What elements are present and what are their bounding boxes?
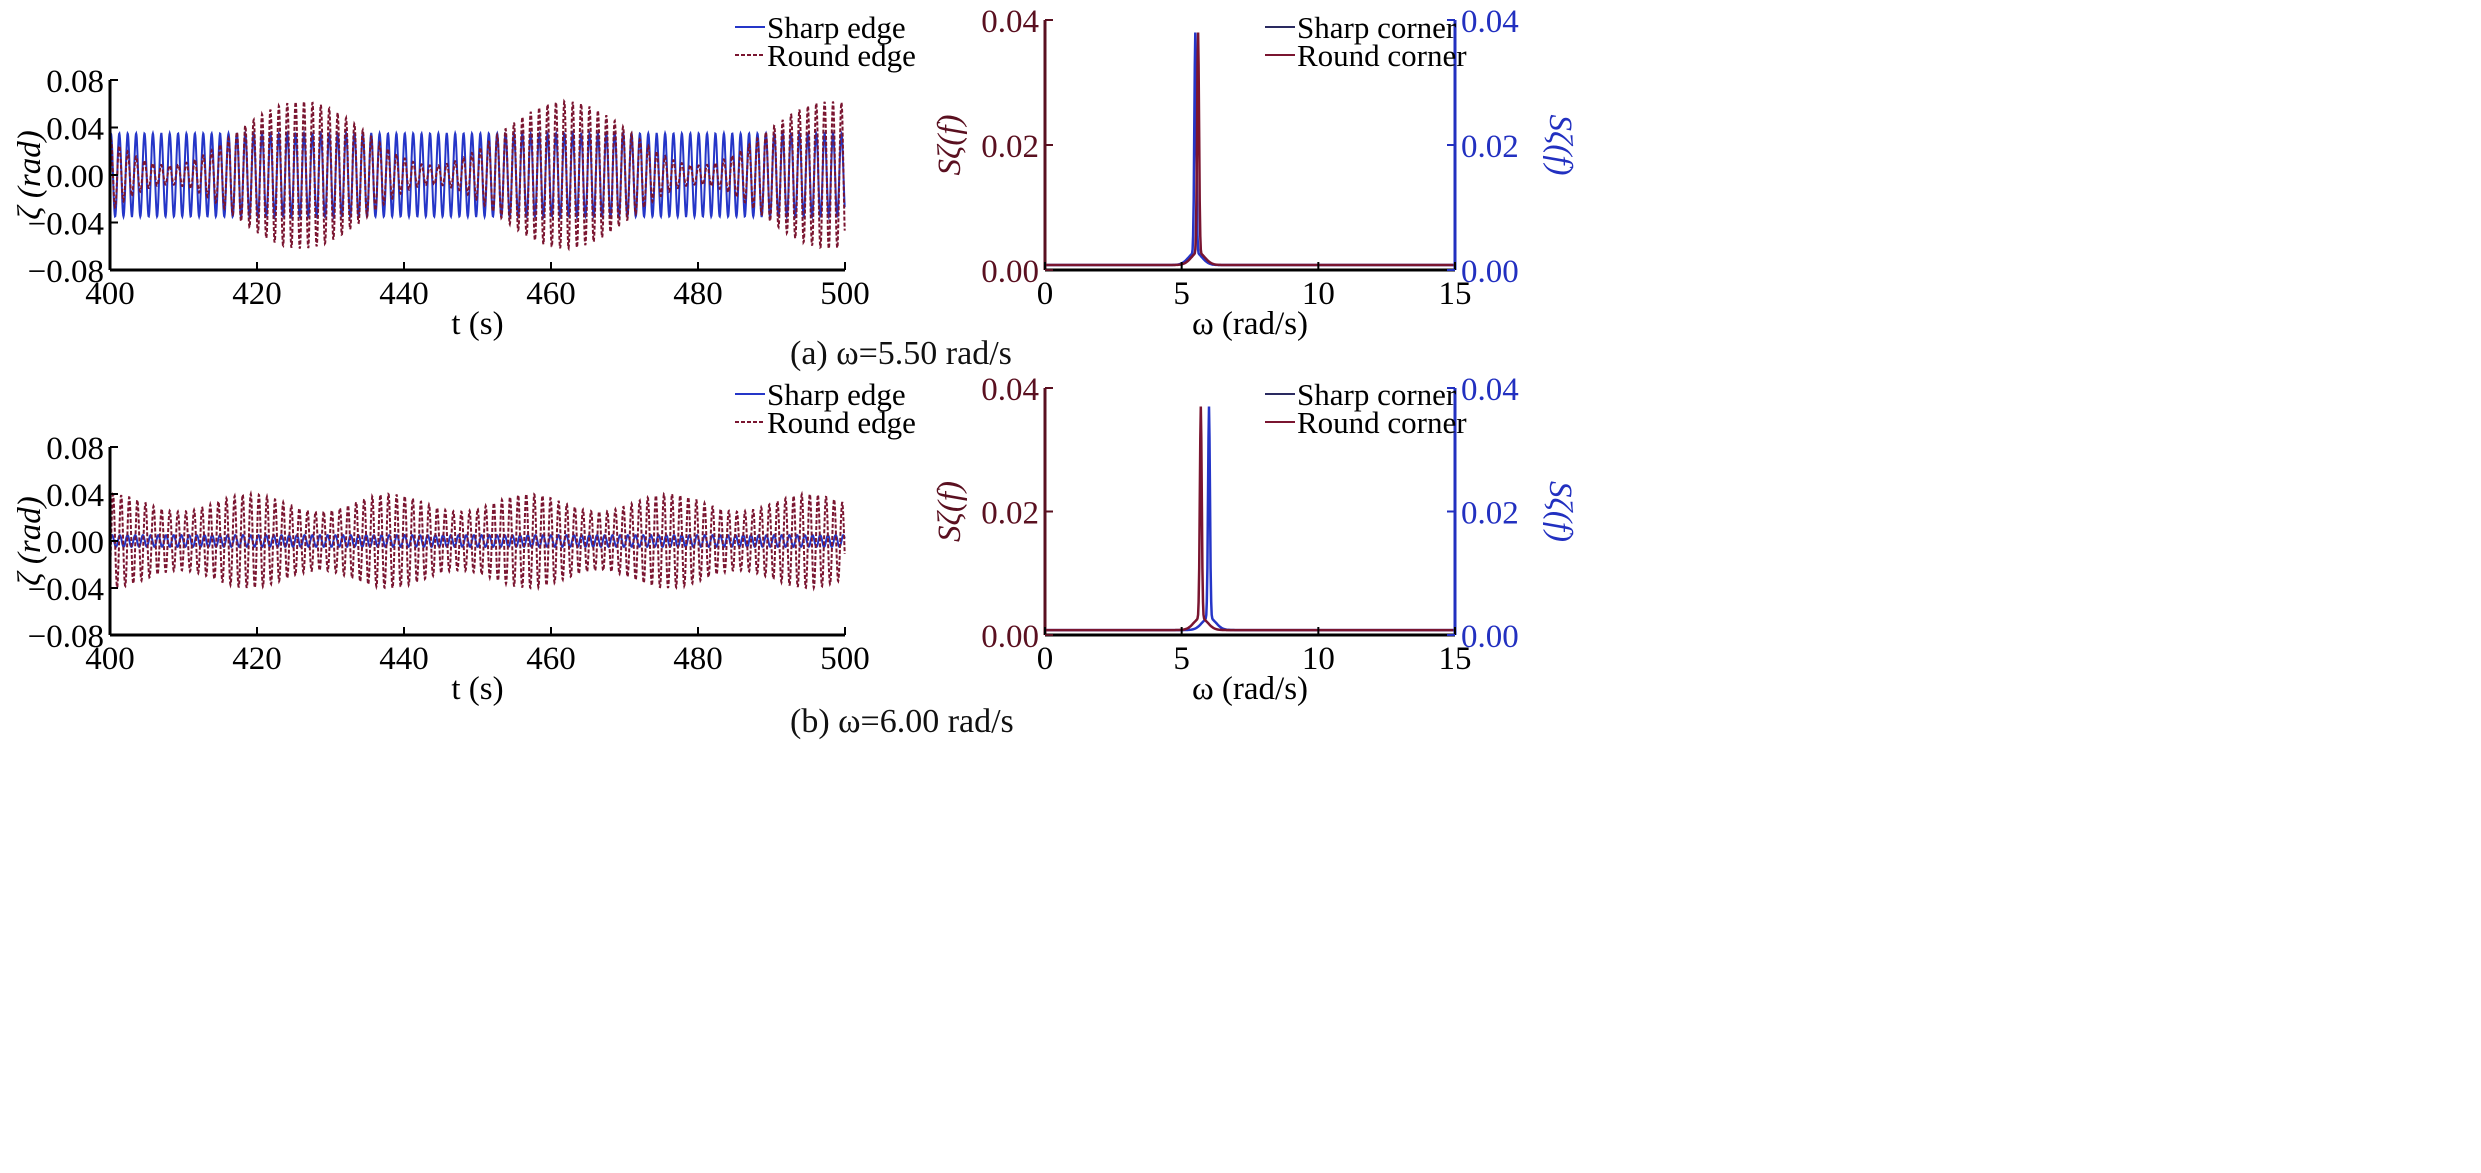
legend-label: Round corner <box>1297 38 1467 73</box>
legend-label: Round corner <box>1297 405 1467 440</box>
x-tick-label: 500 <box>820 641 870 677</box>
y-axis-label: Sζ(f) <box>932 114 968 175</box>
x-axis-label: ω (rad/s) <box>1192 306 1308 342</box>
x-tick-label: 460 <box>526 641 576 677</box>
series-line-round-edge <box>109 490 846 592</box>
y-axis-label: ζ (rad) <box>12 130 48 219</box>
y-tick-label: 0.00 <box>981 619 1039 655</box>
x-tick-label: 480 <box>673 276 723 312</box>
y-tick-label: −0.04 <box>28 207 104 243</box>
x-axis-label: t (s) <box>451 671 503 707</box>
y-tick-label: 0.00 <box>981 254 1039 290</box>
y-right-tick-label: 0.00 <box>1461 254 1519 290</box>
y-right-tick-label: 0.04 <box>1461 372 1519 408</box>
y-right-tick-label: 0.00 <box>1461 619 1519 655</box>
x-axis-label: t (s) <box>451 306 503 342</box>
x-tick-label: 420 <box>232 276 282 312</box>
x-axis-label: ω (rad/s) <box>1192 671 1308 707</box>
y-tick-label: 0.08 <box>46 431 104 467</box>
y-tick-label: −0.08 <box>28 619 104 655</box>
legend-label: Sharp corner <box>1297 10 1457 45</box>
y-right-tick-label: 0.02 <box>1461 496 1519 532</box>
y-axis-label: Sζ(f) <box>932 481 968 542</box>
y-axis-right-label: Sζ(f) <box>1542 114 1578 175</box>
x-tick-label: 480 <box>673 641 723 677</box>
legend-label: Round edge <box>767 38 916 73</box>
x-tick-label: 5 <box>1173 276 1190 312</box>
y-tick-label: 0.08 <box>46 64 104 100</box>
x-tick-label: 400 <box>85 276 135 312</box>
x-tick-label: 0 <box>1037 276 1054 312</box>
y-tick-label: −0.04 <box>28 572 104 608</box>
series-line-round-corner <box>1045 32 1455 267</box>
y-tick-label: 0.04 <box>46 112 104 148</box>
y-tick-label: 0.02 <box>981 496 1039 532</box>
y-axis-right-label: Sζ(f) <box>1542 481 1578 542</box>
x-tick-label: 0 <box>1037 641 1054 677</box>
y-tick-label: 0.04 <box>46 478 104 514</box>
x-tick-label: 15 <box>1439 276 1472 312</box>
y-tick-label: 0.02 <box>981 129 1039 165</box>
legend-label: Sharp edge <box>767 377 906 412</box>
y-tick-label: 0.04 <box>981 4 1039 40</box>
series-line-round-corner <box>1045 406 1455 632</box>
y-tick-label: 0.00 <box>46 525 104 561</box>
x-tick-label: 5 <box>1173 641 1190 677</box>
x-tick-label: 10 <box>1302 641 1335 677</box>
series-line-round-edge <box>109 98 846 252</box>
x-tick-label: 440 <box>379 276 429 312</box>
caption-a: (a) ω=5.50 rad/s <box>790 335 1012 372</box>
y-tick-label: 0.00 <box>46 159 104 195</box>
legend-label: Sharp edge <box>767 10 906 45</box>
series-line-sharp-corner <box>1045 406 1455 632</box>
x-tick-label: 440 <box>379 641 429 677</box>
caption-b: (b) ω=6.00 rad/s <box>790 703 1014 740</box>
x-tick-label: 15 <box>1439 641 1472 677</box>
x-tick-label: 420 <box>232 641 282 677</box>
x-tick-label: 10 <box>1302 276 1335 312</box>
x-tick-label: 460 <box>526 276 576 312</box>
y-right-tick-label: 0.04 <box>1461 4 1519 40</box>
legend-label: Round edge <box>767 405 916 440</box>
y-axis-label: ζ (rad) <box>12 496 48 585</box>
legend-label: Sharp corner <box>1297 377 1457 412</box>
y-right-tick-label: 0.02 <box>1461 129 1519 165</box>
y-tick-label: 0.04 <box>981 372 1039 408</box>
y-tick-label: −0.08 <box>28 254 104 290</box>
x-tick-label: 400 <box>85 641 135 677</box>
x-tick-label: 500 <box>820 276 870 312</box>
